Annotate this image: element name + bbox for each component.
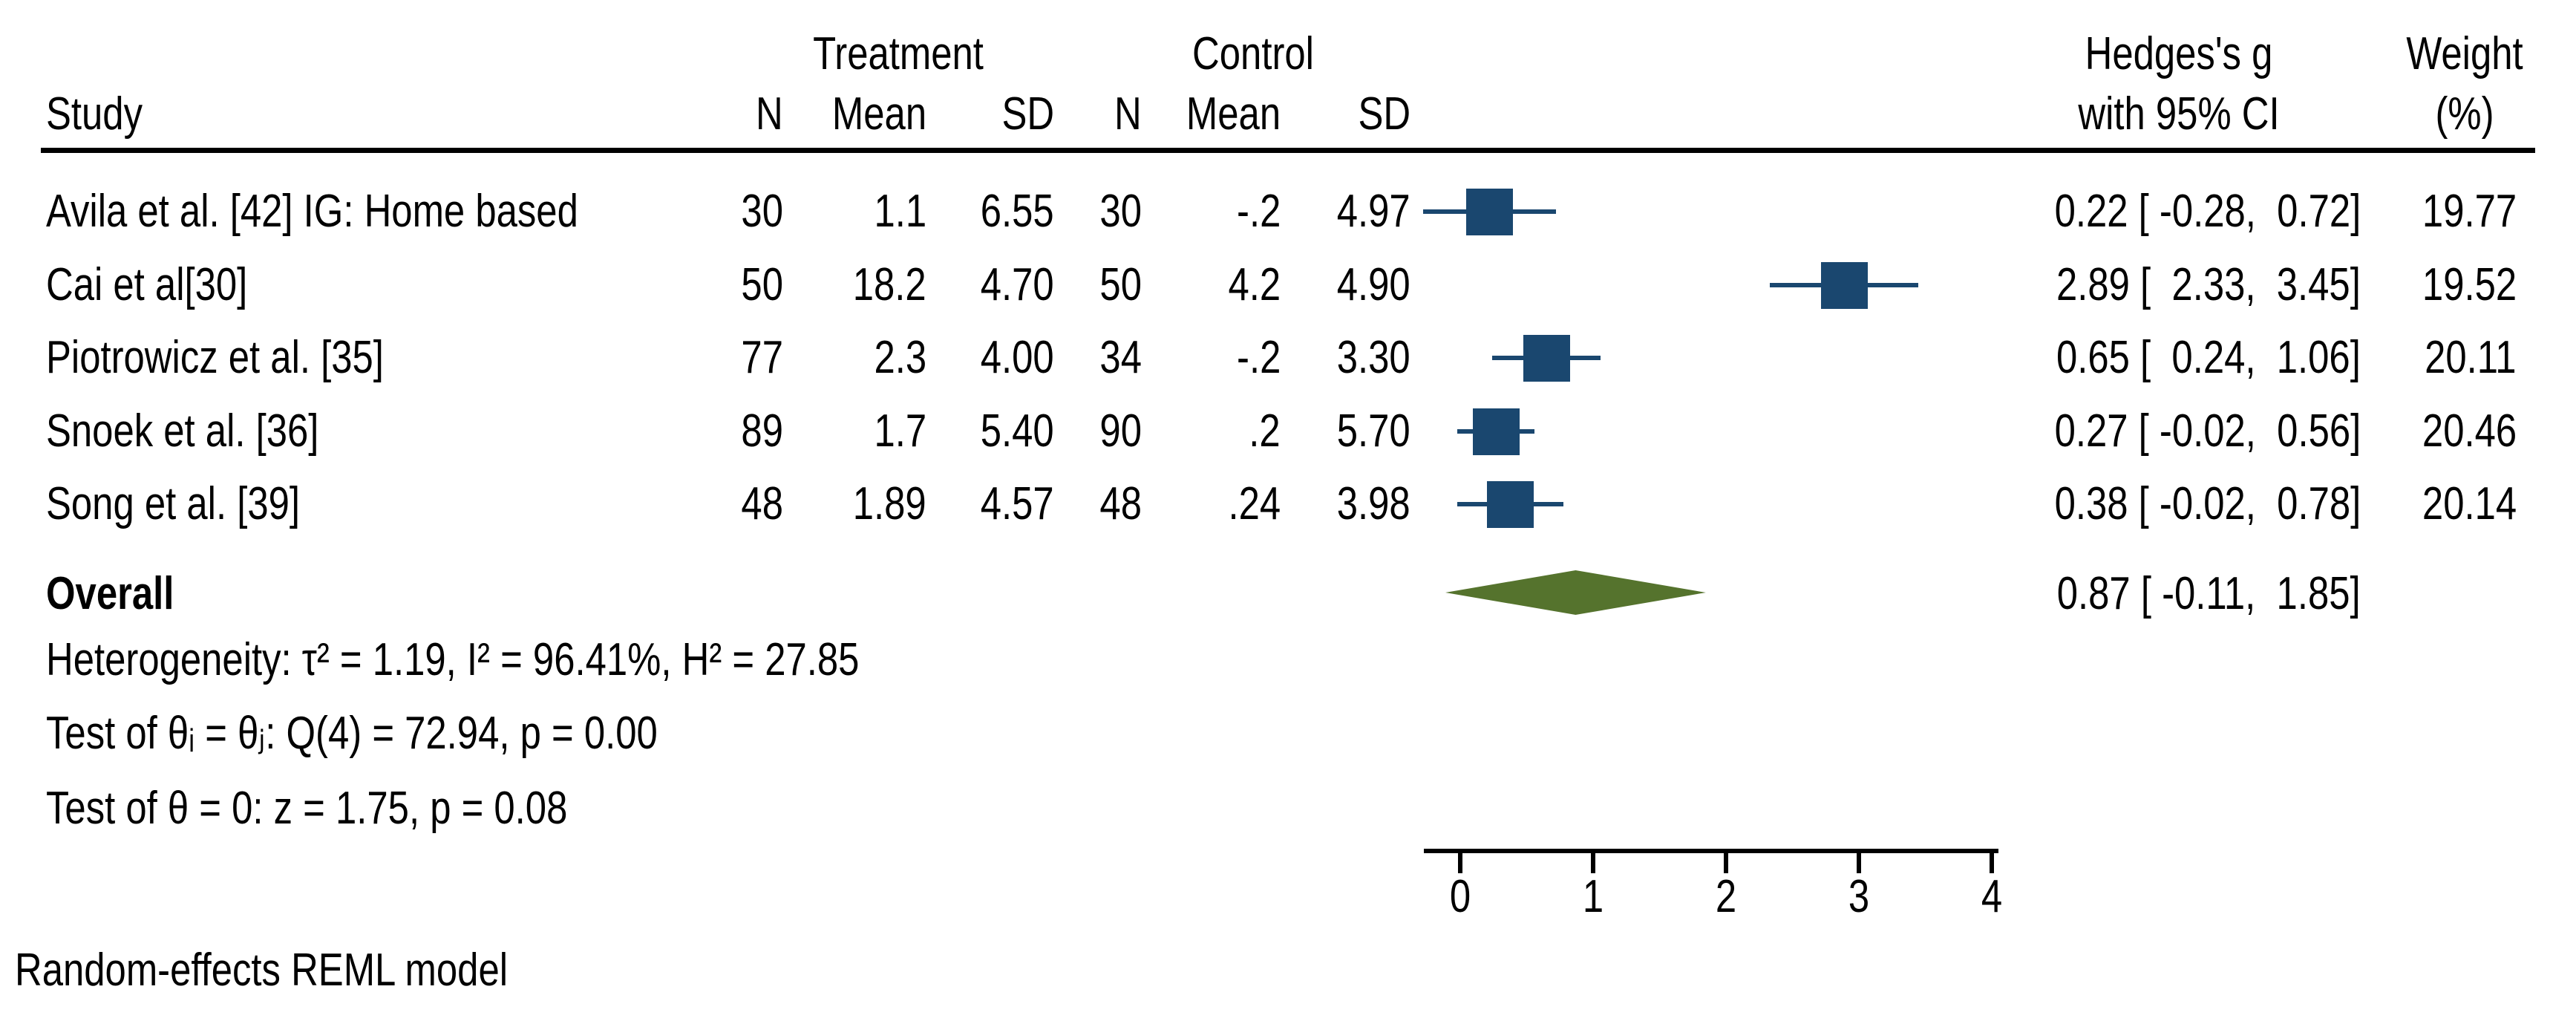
effect-header-line2: with 95% CI — [2078, 88, 2280, 140]
weight-value: 20.14 — [2422, 478, 2517, 529]
heterogeneity-stats: Heterogeneity: τ² = 1.19, I² = 96.41%, H… — [46, 634, 860, 685]
x-axis-line — [1424, 849, 1998, 853]
treatment-sd: 5.40 — [981, 405, 1054, 457]
treatment-sd: 4.57 — [981, 478, 1054, 529]
treatment-sd: 4.70 — [981, 259, 1054, 310]
axis-tick-label: 3 — [1848, 871, 1869, 922]
treatment-n: 77 — [741, 332, 783, 383]
weight-value: 20.46 — [2422, 405, 2517, 457]
study-column-header: Study — [46, 88, 143, 140]
effect-estimate-text: 2.89 [ 2.33, 3.45] — [2056, 259, 2361, 310]
weight-header-line1: Weight — [2406, 28, 2523, 79]
control-sd-header: SD — [1358, 88, 1410, 140]
control-sd: 5.70 — [1337, 405, 1410, 457]
treatment-mean: 18.2 — [853, 259, 926, 310]
weight-value: 20.11 — [2425, 332, 2517, 383]
treatment-n: 30 — [741, 186, 783, 237]
treatment-sd: 4.00 — [981, 332, 1054, 383]
treatment-sd: 6.55 — [981, 186, 1054, 237]
weight-header-line2: (%) — [2435, 88, 2494, 140]
control-n-header: N — [1114, 88, 1142, 140]
effect-square-marker — [1487, 480, 1534, 528]
control-n: 34 — [1099, 332, 1142, 383]
control-n: 48 — [1099, 478, 1142, 529]
treatment-mean: 1.1 — [874, 186, 926, 237]
control-group-header: Control — [1192, 28, 1314, 79]
control-mean: -.2 — [1236, 186, 1281, 237]
control-mean: .24 — [1228, 478, 1281, 529]
axis-tick — [1590, 851, 1595, 873]
control-sd: 4.97 — [1337, 186, 1410, 237]
treatment-n-header: N — [756, 88, 783, 140]
axis-tick — [1457, 851, 1462, 873]
treatment-mean: 1.7 — [874, 405, 926, 457]
model-note: Random-effects REML model — [15, 945, 509, 996]
overall-label: Overall — [46, 568, 174, 619]
axis-tick — [1723, 851, 1728, 873]
control-mean: -.2 — [1236, 332, 1281, 383]
test-overall-stats: Test of θ = 0: z = 1.75, p = 0.08 — [46, 783, 568, 834]
treatment-sd-header: SD — [1001, 88, 1054, 140]
effect-square-marker — [1820, 261, 1868, 309]
axis-tick-label: 0 — [1449, 871, 1471, 922]
effect-estimate-text: 0.22 [ -0.28, 0.72] — [2054, 186, 2361, 237]
effect-estimate-text: 0.38 [ -0.02, 0.78] — [2054, 478, 2361, 529]
treatment-mean-header: Mean — [831, 88, 926, 140]
effect-square-marker — [1472, 408, 1520, 455]
control-mean: .2 — [1249, 405, 1281, 457]
control-sd: 3.98 — [1337, 478, 1410, 529]
treatment-mean: 2.3 — [874, 332, 926, 383]
effect-estimate-text: 0.65 [ 0.24, 1.06] — [2056, 332, 2361, 383]
axis-tick — [1856, 851, 1861, 873]
effect-square-marker — [1523, 334, 1570, 382]
control-n: 90 — [1099, 405, 1142, 457]
header-rule — [41, 148, 2535, 153]
control-sd: 3.30 — [1337, 332, 1410, 383]
overall-diamond — [1445, 570, 1706, 615]
overall-effect-text: 0.87 [ -0.11, 1.85] — [2057, 568, 2361, 619]
treatment-mean: 1.89 — [853, 478, 926, 529]
axis-tick-label: 4 — [1981, 871, 2002, 922]
test-between-stats: Test of θᵢ = θⱼ: Q(4) = 72.94, p = 0.00 — [46, 708, 658, 759]
weight-value: 19.52 — [2422, 259, 2517, 310]
axis-tick-label: 2 — [1715, 871, 1736, 922]
treatment-n: 50 — [741, 259, 783, 310]
study-name: Song et al. [39] — [46, 478, 301, 529]
effect-header-line1: Hedges's g — [2085, 28, 2273, 79]
weight-value: 19.77 — [2422, 186, 2517, 237]
study-name: Avila et al. [42] IG: Home based — [46, 186, 578, 237]
study-name: Snoek et al. [36] — [46, 405, 319, 457]
effect-square-marker — [1465, 188, 1513, 235]
axis-tick-label: 1 — [1582, 871, 1604, 922]
axis-tick — [1989, 851, 1994, 873]
treatment-n: 48 — [741, 478, 783, 529]
treatment-group-header: Treatment — [813, 28, 984, 79]
study-name: Cai et al[30] — [46, 259, 248, 310]
treatment-n: 89 — [741, 405, 783, 457]
study-name: Piotrowicz et al. [35] — [46, 332, 384, 383]
control-mean-header: Mean — [1186, 88, 1281, 140]
control-n: 50 — [1099, 259, 1142, 310]
control-mean: 4.2 — [1228, 259, 1281, 310]
control-n: 30 — [1099, 186, 1142, 237]
control-sd: 4.90 — [1337, 259, 1410, 310]
effect-estimate-text: 0.27 [ -0.02, 0.56] — [2054, 405, 2361, 457]
